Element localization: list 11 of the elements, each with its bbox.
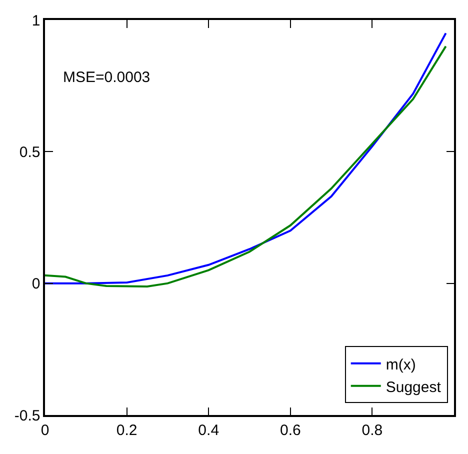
annotation: MSE=0.0003 [63, 69, 150, 86]
x-tick-label: 0.2 [116, 422, 138, 439]
y-tick-label: 1 [32, 12, 40, 30]
y-tick-label: -0.5 [14, 407, 40, 424]
legend-label: m(x) [386, 356, 416, 374]
y-tick-label: 0 [32, 276, 40, 293]
x-tick-label: 0.4 [198, 422, 220, 439]
x-tick-label: 0.6 [280, 422, 301, 439]
y-tick-label: 0.5 [19, 144, 40, 161]
x-tick-label: 0.8 [362, 422, 383, 439]
legend-label: Suggest [386, 378, 442, 396]
